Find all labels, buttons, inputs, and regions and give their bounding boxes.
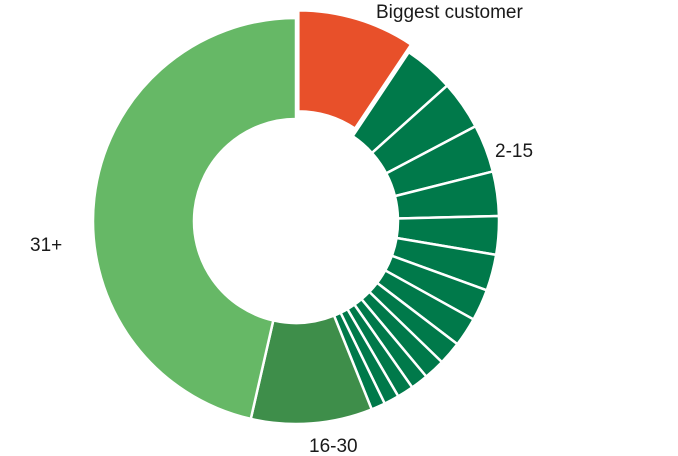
label-16-30: 16-30 [309, 436, 358, 456]
donut-slice-1 [297, 9, 413, 130]
label-2-15: 2-15 [495, 141, 533, 162]
slices-group [91, 9, 501, 426]
label-31-plus: 31+ [30, 235, 62, 256]
label-biggest-customer: Biggest customer [376, 2, 523, 23]
donut-slice-17 [91, 16, 298, 421]
